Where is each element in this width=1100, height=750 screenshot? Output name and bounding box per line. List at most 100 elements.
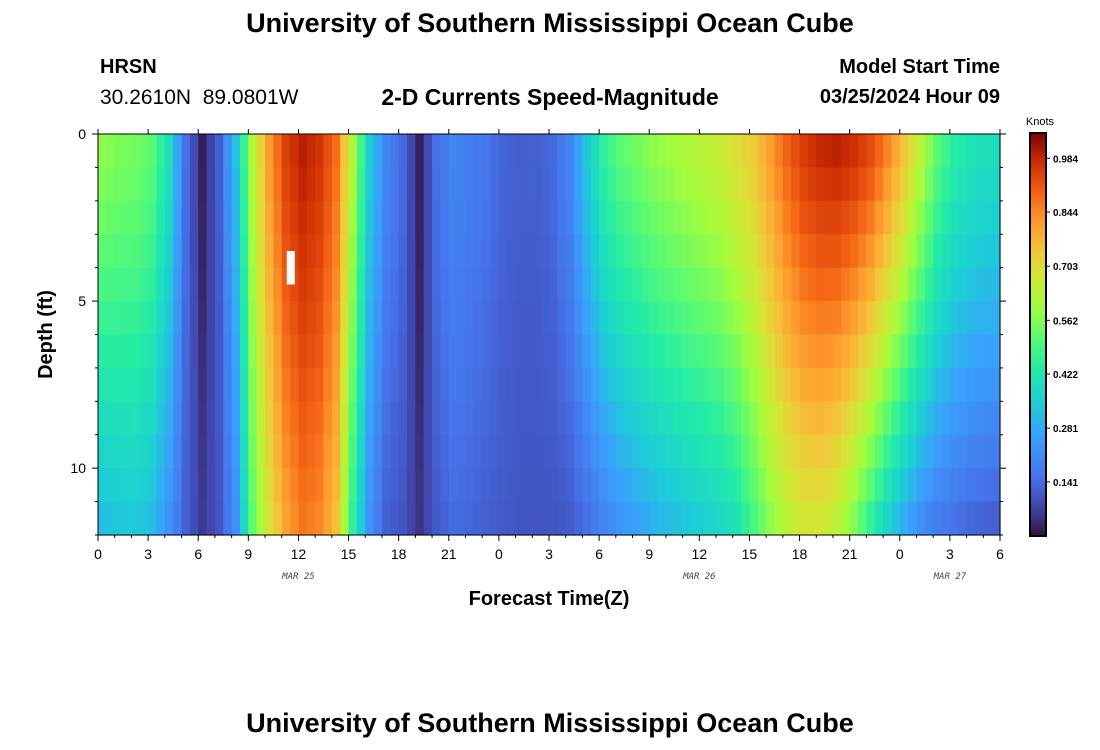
heatmap-cell: [407, 234, 416, 269]
heatmap-cell: [432, 167, 442, 202]
heatmap-cell: [98, 234, 107, 269]
heatmap-cell: [223, 401, 233, 436]
heatmap-cell: [590, 434, 600, 469]
heatmap-cell: [866, 401, 876, 436]
heatmap-cell: [290, 367, 300, 402]
heatmap-cell: [206, 401, 216, 436]
heatmap-cell: [164, 167, 174, 202]
heatmap-cell: [899, 167, 909, 202]
heatmap-cell: [273, 234, 283, 269]
heatmap-cell: [248, 301, 258, 336]
heatmap-cell: [924, 501, 934, 536]
heatmap-cell: [899, 334, 909, 369]
heatmap-cell: [699, 134, 709, 169]
heatmap-cell: [849, 167, 859, 202]
heatmap-cell: [381, 367, 391, 402]
heatmap-cell: [774, 401, 784, 436]
heatmap-cell: [206, 134, 216, 169]
heatmap-cell: [356, 200, 366, 235]
heatmap-cell: [933, 167, 943, 202]
heatmap-cell: [749, 401, 759, 436]
heatmap-cell: [674, 234, 684, 269]
heatmap-cell: [549, 434, 558, 469]
heatmap-cell: [682, 468, 692, 503]
heatmap-cell: [490, 501, 500, 536]
heatmap-cell: [941, 234, 951, 269]
heatmap-cell: [816, 334, 826, 369]
heatmap-cell: [123, 267, 133, 302]
heatmap-cell: [991, 367, 1001, 402]
footer-title: University of Southern Mississippi Ocean…: [246, 708, 854, 738]
heatmap-cell: [540, 267, 550, 302]
heatmap-cell: [582, 501, 592, 536]
heatmap-cell: [565, 234, 575, 269]
heatmap-cell: [582, 301, 592, 336]
heatmap-cell: [824, 334, 834, 369]
heatmap-cell: [791, 434, 801, 469]
heatmap-cell: [824, 134, 834, 169]
heatmap-cell: [757, 200, 767, 235]
heatmap-cell: [189, 401, 199, 436]
heatmap-cell: [173, 134, 183, 169]
heatmap-cell: [173, 334, 183, 369]
heatmap-cell: [298, 234, 308, 269]
heatmap-cell: [899, 200, 909, 235]
heatmap-cell: [348, 234, 358, 269]
x-tick-label: 21: [441, 546, 457, 562]
heatmap-cell: [682, 234, 692, 269]
heatmap-cell: [958, 301, 968, 336]
heatmap-cell: [173, 267, 183, 302]
heatmap-cell: [883, 468, 893, 503]
heatmap-cell: [465, 234, 475, 269]
heatmap-cell: [774, 367, 784, 402]
heatmap-cell: [557, 301, 567, 336]
heatmap-cell: [365, 234, 375, 269]
heatmap-cell: [473, 200, 483, 235]
heatmap-cell: [231, 234, 241, 269]
heatmap-cell: [665, 401, 675, 436]
heatmap-cell: [582, 267, 592, 302]
heatmap-cell: [498, 434, 508, 469]
heatmap-cell: [256, 468, 266, 503]
heatmap-cell: [816, 434, 826, 469]
heatmap-cell: [774, 301, 784, 336]
y-axis: 0 5 10: [70, 126, 1006, 536]
heatmap-cell: [974, 200, 984, 235]
heatmap-cell: [916, 134, 926, 169]
heatmap-cell: [599, 334, 609, 369]
heatmap-cell: [949, 167, 959, 202]
heatmap-cell: [348, 301, 358, 336]
heatmap-cell: [690, 267, 700, 302]
heatmap-cell: [156, 468, 166, 503]
heatmap-cell: [682, 134, 692, 169]
heatmap-cell: [323, 134, 333, 169]
heatmap-cell: [615, 434, 625, 469]
heatmap-cell: [231, 468, 241, 503]
heatmap-cell: [883, 501, 893, 536]
heatmap-cell: [540, 301, 550, 336]
heatmap-cell: [565, 334, 575, 369]
heatmap-cell: [340, 468, 350, 503]
heatmap-cell: [306, 301, 316, 336]
heatmap-cell: [482, 501, 492, 536]
heatmap-cell: [106, 234, 116, 269]
heatmap-cell: [649, 167, 659, 202]
heatmap-cell: [256, 301, 266, 336]
heatmap-cell: [724, 267, 734, 302]
heatmap-cell: [248, 167, 258, 202]
heatmap-cell: [523, 200, 533, 235]
heatmap-cell: [574, 367, 584, 402]
heatmap-cell: [298, 401, 308, 436]
heatmap-cell: [181, 434, 191, 469]
heatmap-cell: [782, 468, 792, 503]
heatmap-cell: [707, 234, 717, 269]
heatmap-cell: [498, 167, 508, 202]
heatmap-cell: [473, 234, 483, 269]
heatmap-cell: [665, 334, 675, 369]
heatmap-cell: [381, 167, 391, 202]
heatmap-cell: [323, 501, 333, 536]
heatmap-cell: [181, 334, 191, 369]
heatmap-cell: [849, 134, 859, 169]
heatmap-cell: [214, 134, 224, 169]
heatmap-cell: [448, 367, 458, 402]
